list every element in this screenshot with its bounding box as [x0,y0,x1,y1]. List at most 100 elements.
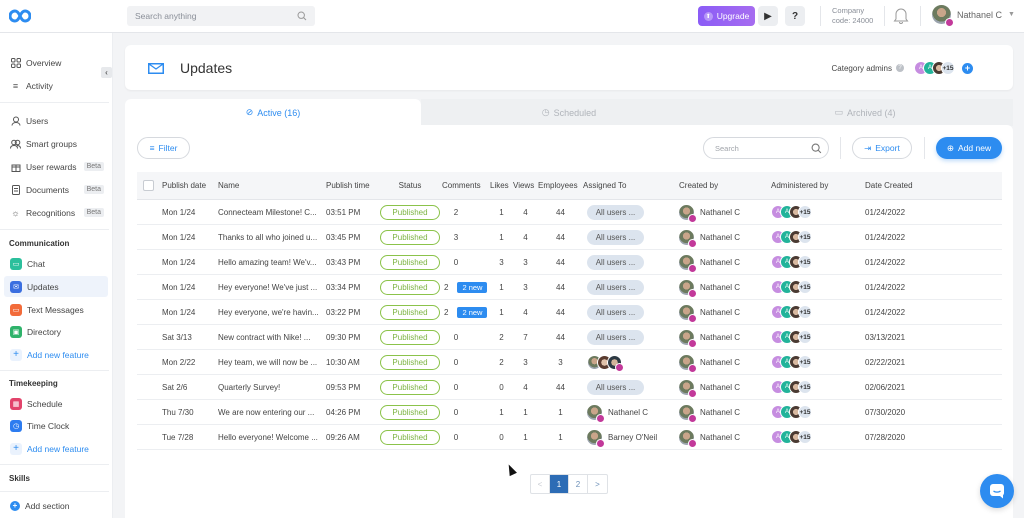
administered-by-cell[interactable]: A A +15 [771,280,865,294]
table-row[interactable]: Tue 7/28 Hello everyone! Welcome ... 09:… [137,425,1002,450]
sidebar-item-chat[interactable]: ▭ Chat [4,253,108,274]
tab-archived[interactable]: ▭ Archived (4) [717,99,1013,126]
administered-by-cell[interactable]: A A +15 [771,355,865,369]
admin-avatars[interactable]: A A +15 [771,230,865,244]
administered-by-cell[interactable]: A A +15 [771,405,865,419]
sidebar-item-smart-groups[interactable]: Smart groups [4,133,108,154]
column-header[interactable]: Publish date [162,181,207,190]
administered-by-cell[interactable]: A A +15 [771,255,865,269]
sidebar-item-schedule[interactable]: ▦ Schedule [4,393,108,414]
sidebar-item-documents[interactable]: Documents Beta [4,179,108,200]
update-name[interactable]: Thanks to all who joined u... [218,232,318,242]
table-row[interactable]: Thu 7/30 We are now entering our ... 04:… [137,400,1002,425]
admin-avatars[interactable]: A A +15 [771,205,865,219]
column-header[interactable]: Employees [538,181,578,190]
sidebar-item-recognitions[interactable]: ☼ Recognitions Beta [4,202,108,223]
prev-page-button[interactable]: < [531,475,550,493]
column-header[interactable]: Assigned To [583,181,627,190]
new-comments-badge[interactable]: 2 new [457,306,488,318]
connecteam-logo-icon[interactable] [9,9,31,23]
table-row[interactable]: Mon 2/22 Hey team, we will now be ... 10… [137,350,1002,375]
administered-by-cell[interactable]: A A +15 [771,330,865,344]
help-button[interactable]: ? [785,6,805,26]
sidebar-item-directory[interactable]: ▣ Directory [4,321,108,342]
assigned-avatars[interactable] [587,354,679,372]
assigned-to-pill[interactable]: All users ... [587,379,644,395]
add-section-button[interactable]: + Add section [4,495,108,516]
filter-button[interactable]: ≡ Filter [137,137,190,159]
column-header[interactable]: Likes [490,181,509,190]
add-new-button[interactable]: ⊕ Add new [936,137,1002,159]
column-header[interactable]: Administered by [771,181,829,190]
table-row[interactable]: Mon 1/24 Connecteam Milestone! C... 03:5… [137,200,1002,225]
global-search-input[interactable]: Search anything [127,6,315,26]
table-row[interactable]: Mon 1/24 Hello amazing team! We'v... 03:… [137,250,1002,275]
column-header[interactable]: Name [218,181,240,190]
page-2-button[interactable]: 2 [569,475,588,493]
admin-avatars[interactable]: A A +15 [771,280,865,294]
assigned-to-pill[interactable]: All users ... [587,329,644,345]
administered-by-cell[interactable]: A A +15 [771,380,865,394]
upgrade-button[interactable]: ⬆ Upgrade [698,6,755,26]
assigned-to-pill[interactable]: All users ... [587,229,644,245]
update-name[interactable]: New contract with Nike! ... [218,332,311,342]
assigned-to-pill[interactable]: All users ... [587,279,644,295]
table-row[interactable]: Mon 1/24 Hey everyone, we're havin... 03… [137,300,1002,325]
administered-by-cell[interactable]: A A +15 [771,230,865,244]
help-icon[interactable]: ? [896,64,904,72]
assigned-person[interactable]: Barney O'Neil [587,429,679,448]
admin-avatars[interactable]: A A +15 [771,430,865,444]
update-name[interactable]: Hey everyone! We've just ... [218,282,318,292]
select-all-checkbox[interactable] [137,180,162,191]
admin-avatars[interactable]: A A +15 [771,255,865,269]
administered-by-cell[interactable]: A A +15 [771,430,865,444]
table-search-input[interactable]: Search [703,137,829,159]
new-comments-badge[interactable]: 2 new [457,281,488,293]
assigned-person[interactable]: Nathanel C [587,404,679,423]
column-header[interactable]: Views [513,181,535,190]
assigned-to-pill[interactable]: All users ... [587,204,644,220]
column-header[interactable]: Date Created [865,181,913,190]
admin-avatars[interactable]: A A +15 [771,305,865,319]
play-button[interactable]: ▶ [758,6,778,26]
add-new-feature-timekeeping[interactable]: + Add new feature [4,438,108,459]
admin-avatars[interactable]: A A +15 [771,330,865,344]
support-chat-button[interactable] [980,474,1014,508]
update-name[interactable]: Hey team, we will now be ... [218,357,318,367]
export-button[interactable]: ⇥ Export [852,137,912,159]
update-name[interactable]: We are now entering our ... [218,407,315,417]
table-row[interactable]: Sat 2/6 Quarterly Survey! 09:53 PM Publi… [137,375,1002,400]
collapse-sidebar-button[interactable]: ‹ [101,67,112,78]
column-header[interactable]: Comments [442,181,481,190]
table-row[interactable]: Mon 1/24 Hey everyone! We've just ... 03… [137,275,1002,300]
sidebar-item-activity[interactable]: ≡ Activity [4,75,108,96]
admin-avatars[interactable]: A A +15 [771,355,865,369]
sidebar-item-text-messages[interactable]: ▭ Text Messages [4,299,108,320]
assigned-to-pill[interactable]: All users ... [587,254,644,270]
sidebar-item-overview[interactable]: Overview [4,52,108,73]
user-menu[interactable]: Nathanel C ▼ [932,5,1015,27]
add-new-feature-communication[interactable]: + Add new feature [4,344,108,365]
administered-by-cell[interactable]: A A +15 [771,305,865,319]
assigned-to-pill[interactable]: All users ... [587,304,644,320]
add-admin-button[interactable]: + [962,62,973,74]
admin-avatars[interactable]: A A +15 [771,405,865,419]
column-header[interactable]: Status [398,181,422,190]
bell-icon[interactable] [893,7,909,25]
sidebar-item-users[interactable]: Users [4,110,108,131]
update-name[interactable]: Hello amazing team! We'v... [218,257,317,267]
update-name[interactable]: Quarterly Survey! [218,382,281,392]
admin-avatars[interactable]: A A +15 [914,61,955,75]
sidebar-item-time-clock[interactable]: ◷ Time Clock [4,415,108,436]
tab-active[interactable]: ⊘ Active (16) [125,99,421,126]
table-row[interactable]: Mon 1/24 Thanks to all who joined u... 0… [137,225,1002,250]
next-page-button[interactable]: > [595,479,600,489]
column-header[interactable]: Publish time [326,181,370,190]
sidebar-item-user-rewards[interactable]: User rewards Beta [4,156,108,177]
table-row[interactable]: Sat 3/13 New contract with Nike! ... 09:… [137,325,1002,350]
sidebar-item-updates[interactable]: ✉ Updates [4,276,108,297]
column-header[interactable]: Created by [679,181,719,190]
update-name[interactable]: Hello everyone! Welcome ... [218,432,318,442]
admin-avatars[interactable]: A A +15 [771,380,865,394]
administered-by-cell[interactable]: A A +15 [771,205,865,219]
